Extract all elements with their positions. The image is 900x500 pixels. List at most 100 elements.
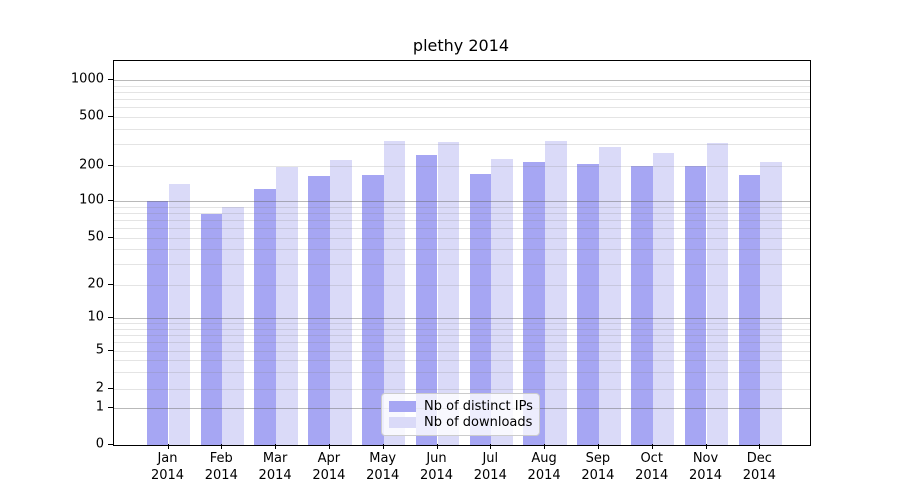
bar-nb-of-downloads-may xyxy=(383,140,406,445)
gridline-minor xyxy=(114,107,810,109)
bar-nb-of-downloads-aug xyxy=(545,140,567,445)
legend-swatch-distinct-ips-icon xyxy=(389,400,416,412)
bar-nb-of-downloads-jun xyxy=(437,142,460,445)
gridline-minor xyxy=(114,328,810,330)
y-axis-label: 1000 xyxy=(70,71,104,87)
y-axis-label: 200 xyxy=(79,157,104,173)
bar-nb-of-downloads-sep xyxy=(598,147,621,445)
x-axis-label: Sep 2014 xyxy=(581,451,615,483)
gridline-minor xyxy=(114,220,810,222)
gridline-minor xyxy=(114,323,810,325)
bar-nb-of-distinct-ips-aug xyxy=(523,162,546,445)
x-axis-tick xyxy=(490,444,492,449)
gridline-minor xyxy=(114,85,810,87)
y-axis-tick xyxy=(108,165,113,166)
x-axis-label: Apr 2014 xyxy=(312,451,346,483)
gridline-minor xyxy=(114,166,810,167)
gridline-minor xyxy=(114,351,810,352)
plot-area xyxy=(113,60,811,446)
x-axis-tick xyxy=(221,444,223,449)
x-axis-tick xyxy=(275,444,277,449)
y-axis-tick xyxy=(108,237,113,238)
bar-nb-of-distinct-ips-may xyxy=(361,174,384,445)
y-axis-label: 100 xyxy=(79,192,104,208)
gridline-minor xyxy=(114,228,810,230)
gridline-minor xyxy=(114,264,810,266)
bar-nb-of-distinct-ips-mar xyxy=(254,188,277,445)
bar-nb-of-downloads-jul xyxy=(491,159,514,445)
x-axis-label: Feb 2014 xyxy=(204,451,238,483)
bar-nb-of-downloads-apr xyxy=(329,159,352,445)
gridline-minor xyxy=(114,342,810,344)
bar-nb-of-distinct-ips-apr xyxy=(308,175,330,445)
x-axis-label: Oct 2014 xyxy=(635,451,669,483)
gridline-minor xyxy=(114,144,810,146)
y-axis-label: 50 xyxy=(87,229,104,245)
gridline-minor xyxy=(114,360,810,362)
x-axis-tick xyxy=(705,444,707,449)
y-axis-tick xyxy=(108,79,113,80)
bar-nb-of-downloads-nov xyxy=(706,142,729,445)
y-axis-label: 20 xyxy=(87,276,104,292)
bar-nb-of-downloads-dec xyxy=(760,162,783,445)
gridline-minor xyxy=(114,91,810,93)
y-axis-label: 5 xyxy=(95,342,104,358)
y-axis-label: 2 xyxy=(95,380,104,396)
bar-nb-of-distinct-ips-oct xyxy=(630,166,653,445)
legend-item-downloads: Nb of downloads xyxy=(389,415,533,431)
gridline-minor xyxy=(114,249,810,251)
bar-nb-of-distinct-ips-sep xyxy=(577,163,599,445)
y-axis-tick xyxy=(108,284,113,285)
x-axis-tick xyxy=(328,444,330,449)
y-axis-tick xyxy=(108,444,113,445)
bar-nb-of-downloads-mar xyxy=(276,166,298,445)
gridline-minor xyxy=(114,128,810,130)
x-axis-label: Mar 2014 xyxy=(258,451,292,483)
x-axis-label: Nov 2014 xyxy=(688,451,723,483)
x-axis-label: May 2014 xyxy=(366,451,400,483)
gridline-major xyxy=(114,201,810,202)
x-axis-tick xyxy=(436,444,438,449)
y-axis-label: 0 xyxy=(95,436,104,452)
gridline-minor xyxy=(114,334,810,336)
gridline-minor xyxy=(114,117,810,118)
y-axis-label: 10 xyxy=(87,309,104,325)
gridline-minor xyxy=(114,372,810,374)
legend: Nb of distinct IPs Nb of downloads xyxy=(381,393,540,436)
gridline-major xyxy=(114,80,810,81)
gridline-minor xyxy=(114,238,810,239)
x-axis-label: Dec 2014 xyxy=(742,451,776,483)
gridline-minor xyxy=(114,389,810,390)
y-axis-tick xyxy=(108,388,113,389)
x-axis-label: Jun 2014 xyxy=(419,451,454,483)
bar-nb-of-distinct-ips-dec xyxy=(738,174,761,445)
y-axis-tick xyxy=(108,350,113,351)
gridline-minor xyxy=(114,285,810,286)
x-axis-tick xyxy=(167,444,169,449)
y-axis-tick xyxy=(108,317,113,318)
x-axis-tick xyxy=(759,444,761,449)
x-axis-tick xyxy=(597,444,599,449)
bar-nb-of-downloads-jan xyxy=(168,184,191,445)
legend-label-distinct-ips: Nb of distinct IPs xyxy=(424,398,533,414)
legend-swatch-downloads-icon xyxy=(389,417,416,429)
x-axis-tick xyxy=(382,444,384,449)
y-axis-tick xyxy=(108,116,113,117)
bar-nb-of-distinct-ips-jun xyxy=(415,155,438,445)
y-axis-tick xyxy=(108,200,113,201)
x-axis-label: Aug 2014 xyxy=(527,451,561,483)
bar-nb-of-distinct-ips-jul xyxy=(469,173,492,445)
x-axis-tick xyxy=(651,444,653,449)
gridline-major xyxy=(114,318,810,319)
y-axis-tick xyxy=(108,407,113,408)
gridline-minor xyxy=(114,212,810,214)
legend-label-downloads: Nb of downloads xyxy=(424,415,533,431)
bar-nb-of-distinct-ips-feb xyxy=(200,214,223,445)
bar-nb-of-downloads-feb xyxy=(222,206,245,445)
legend-item-distinct-ips: Nb of distinct IPs xyxy=(389,398,533,414)
y-axis-label: 1 xyxy=(95,399,104,415)
gridline-minor xyxy=(114,206,810,208)
x-axis-label: Jul 2014 xyxy=(473,451,507,483)
gridline-minor xyxy=(114,99,810,101)
